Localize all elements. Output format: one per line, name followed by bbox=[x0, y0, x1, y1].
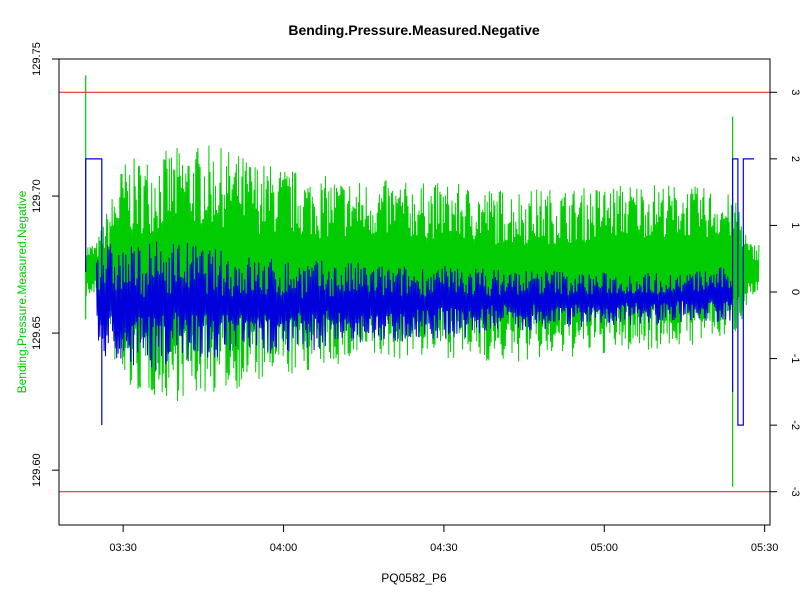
x-tick-label: 04:00 bbox=[270, 542, 298, 554]
series-green-line bbox=[85, 145, 760, 402]
y-right-tick-label: 2 bbox=[789, 156, 800, 162]
data-layer bbox=[85, 75, 760, 487]
y-left-tick-label: 129.65 bbox=[31, 316, 43, 350]
axes: 03:30 04:00 04:30 05:00 05:30 129.60 129.65 129… bbox=[31, 42, 800, 554]
x-tick-label: 03:30 bbox=[109, 542, 137, 554]
series-blue-step-end bbox=[732, 158, 754, 426]
y-axis-label: Bending.Pressure.Measured.Negative bbox=[15, 190, 29, 393]
x-axis-label: PQ0582_P6 bbox=[381, 571, 447, 585]
reference-lines bbox=[59, 91, 770, 493]
chart-title: Bending.Pressure.Measured.Negative bbox=[288, 22, 540, 38]
y-right-tick-label: 1 bbox=[789, 222, 800, 228]
y-left-tick-label: 129.60 bbox=[31, 453, 43, 487]
y-right-tick-label: -2 bbox=[789, 420, 800, 430]
y-right-tick-label: 3 bbox=[789, 89, 800, 95]
x-tick-label: 05:00 bbox=[591, 542, 619, 554]
x-tick-label: 05:30 bbox=[751, 542, 779, 554]
y-right-tick-label: 0 bbox=[789, 289, 800, 295]
series-blue-line bbox=[95, 241, 733, 371]
y-right-tick-label: -3 bbox=[789, 487, 800, 497]
plot-frame bbox=[58, 58, 771, 526]
x-tick-label: 04:30 bbox=[430, 542, 458, 554]
y-left-tick-label: 129.75 bbox=[31, 42, 43, 76]
series-blue-step-start bbox=[85, 158, 103, 426]
y-left-tick-label: 129.70 bbox=[31, 179, 43, 213]
y-right-tick-label: -1 bbox=[789, 354, 800, 364]
